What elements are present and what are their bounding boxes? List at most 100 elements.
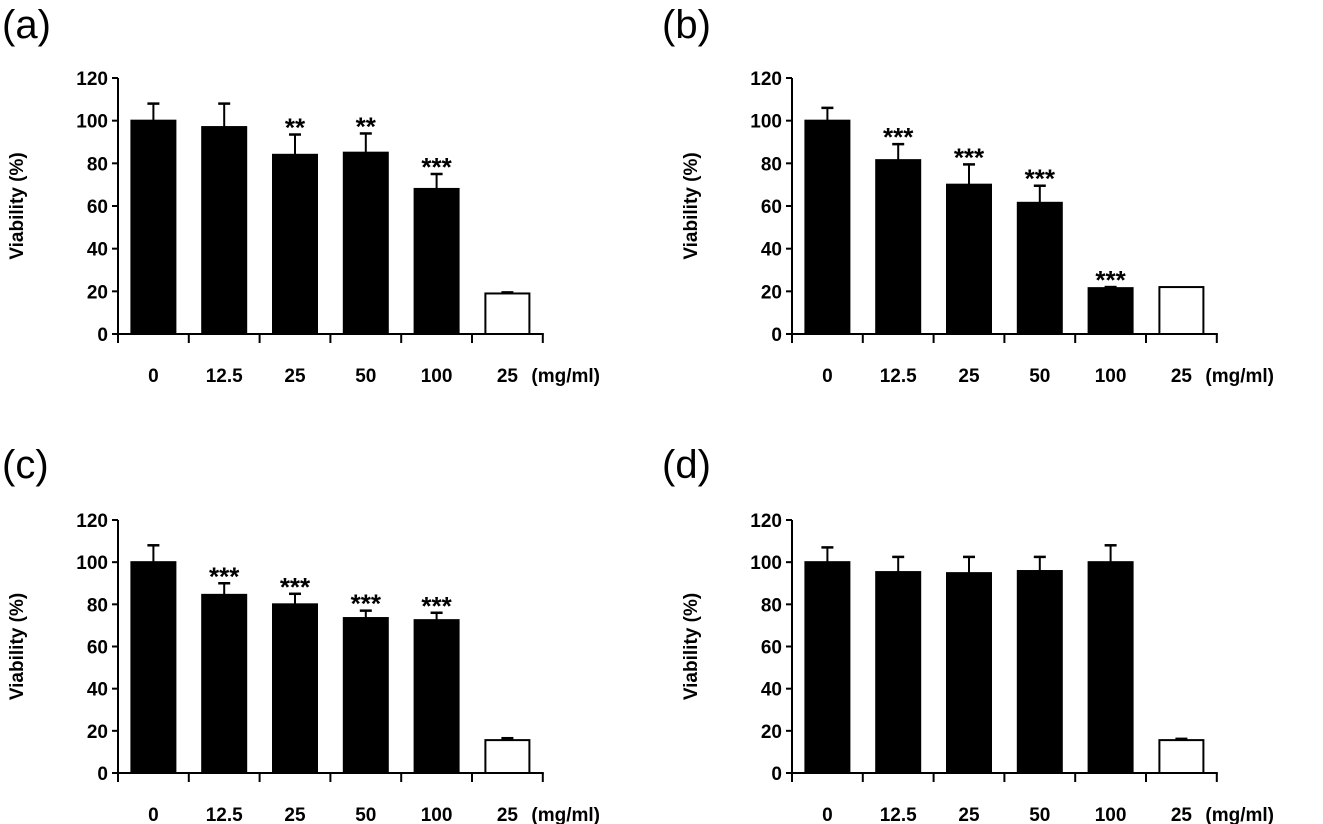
bar: [875, 159, 922, 335]
y-tick-label: 0: [771, 325, 782, 346]
panel-label: (b): [662, 3, 711, 47]
y-tick-label: 20: [87, 282, 108, 303]
bar: [804, 561, 851, 775]
y-tick-label: 120: [750, 69, 782, 90]
bar: [946, 183, 992, 335]
y-axis-title: Viability (%): [681, 152, 702, 259]
y-axis-title: Viability (%): [7, 593, 28, 700]
y-tick-label: 100: [750, 112, 782, 133]
x-tick-label: 25: [497, 366, 519, 387]
bar: [342, 617, 389, 774]
x-tick-label: 25: [1171, 805, 1193, 824]
x-tick-label: 25: [284, 805, 306, 824]
y-tick-label: 80: [87, 154, 108, 175]
chart-panel-d: (d) 0 20 40 60 80 100 120 Viability (%) 0 12.5 25 50…: [662, 443, 1274, 824]
y-tick-label: 80: [87, 595, 108, 616]
significance-label: ***: [280, 572, 311, 602]
bar: [413, 187, 460, 335]
panel-label: (a): [2, 3, 51, 47]
y-tick-label: 40: [87, 240, 108, 261]
significance-label: **: [285, 113, 306, 143]
significance-label: ***: [351, 589, 382, 619]
chart-panel-a: (a) 0 20 40 60 80 100 120 Viability (%) 0 12.5 ** 25…: [2, 3, 600, 387]
bar-control: [484, 739, 531, 774]
y-tick-label: 0: [97, 764, 108, 785]
x-tick-label: 12.5: [206, 366, 243, 387]
x-tick-label: 50: [1029, 366, 1050, 387]
x-unit-label: (mg/ml): [1205, 805, 1274, 824]
x-tick-label: 100: [1095, 805, 1127, 824]
y-tick-label: 20: [761, 722, 782, 743]
y-tick-label: 0: [771, 764, 782, 785]
x-tick-label: 25: [284, 366, 306, 387]
chart-panel-b: (b) 0 20 40 60 80 100 120 Viability (%) 0 *** 12.5 *…: [662, 3, 1274, 387]
x-tick-label: 0: [822, 366, 833, 387]
significance-label: **: [356, 111, 377, 141]
y-tick-label: 120: [76, 69, 108, 90]
bar: [1087, 561, 1134, 775]
x-tick-label: 12.5: [880, 366, 917, 387]
y-axis-title: Viability (%): [681, 593, 702, 700]
x-tick-label: 25: [1171, 366, 1193, 387]
y-tick-label: 120: [76, 511, 108, 532]
y-tick-label: 100: [76, 553, 108, 574]
y-tick-label: 0: [97, 325, 108, 346]
x-tick-label: 12.5: [880, 805, 917, 824]
y-tick-label: 100: [750, 553, 782, 574]
bar: [272, 603, 318, 774]
y-tick-label: 100: [76, 112, 108, 133]
bar: [201, 126, 248, 335]
bar: [875, 571, 922, 774]
y-tick-label: 80: [761, 595, 782, 616]
x-tick-label: 100: [421, 366, 453, 387]
y-tick-label: 80: [761, 154, 782, 175]
x-tick-label: 25: [958, 805, 980, 824]
bar: [946, 572, 992, 774]
panel-label: (c): [2, 443, 49, 487]
y-tick-label: 120: [750, 511, 782, 532]
x-tick-label: 25: [958, 366, 980, 387]
x-tick-label: 50: [355, 366, 376, 387]
chart-panel-c: (c) 0 20 40 60 80 100 120 Viability (%) 0 *** 12.5 *…: [2, 443, 600, 824]
bar: [342, 151, 389, 335]
bar-control: [484, 292, 531, 336]
significance-label: ***: [1025, 164, 1056, 194]
bar: [1016, 201, 1063, 335]
x-tick-label: 50: [355, 805, 376, 824]
y-axis-title: Viability (%): [7, 152, 28, 259]
bar: [413, 619, 460, 774]
x-tick-label: 0: [822, 805, 833, 824]
y-tick-label: 60: [761, 197, 782, 218]
bar: [1016, 570, 1063, 774]
bar: [1087, 287, 1134, 335]
x-tick-label: 50: [1029, 805, 1050, 824]
y-tick-label: 40: [761, 240, 782, 261]
x-tick-label: 25: [497, 805, 519, 824]
x-unit-label: (mg/ml): [531, 366, 600, 387]
y-tick-label: 60: [87, 197, 108, 218]
bar: [130, 561, 177, 775]
x-unit-label: (mg/ml): [531, 805, 600, 824]
significance-label: ***: [883, 122, 914, 152]
panel-label: (d): [662, 443, 711, 487]
y-tick-label: 40: [761, 680, 782, 701]
significance-label: ***: [421, 152, 452, 182]
bar-control: [1158, 739, 1205, 774]
y-tick-label: 60: [761, 638, 782, 659]
bar: [130, 119, 177, 335]
bar: [272, 153, 318, 335]
x-tick-label: 12.5: [206, 805, 243, 824]
significance-label: ***: [954, 142, 985, 172]
x-tick-label: 0: [148, 366, 159, 387]
y-tick-label: 20: [761, 282, 782, 303]
x-tick-label: 0: [148, 805, 159, 824]
bar: [804, 119, 851, 335]
bar: [201, 593, 248, 774]
y-tick-label: 60: [87, 638, 108, 659]
y-tick-label: 20: [87, 722, 108, 743]
y-tick-label: 40: [87, 680, 108, 701]
significance-label: ***: [421, 591, 452, 621]
x-tick-label: 100: [1095, 366, 1127, 387]
x-unit-label: (mg/ml): [1205, 366, 1274, 387]
